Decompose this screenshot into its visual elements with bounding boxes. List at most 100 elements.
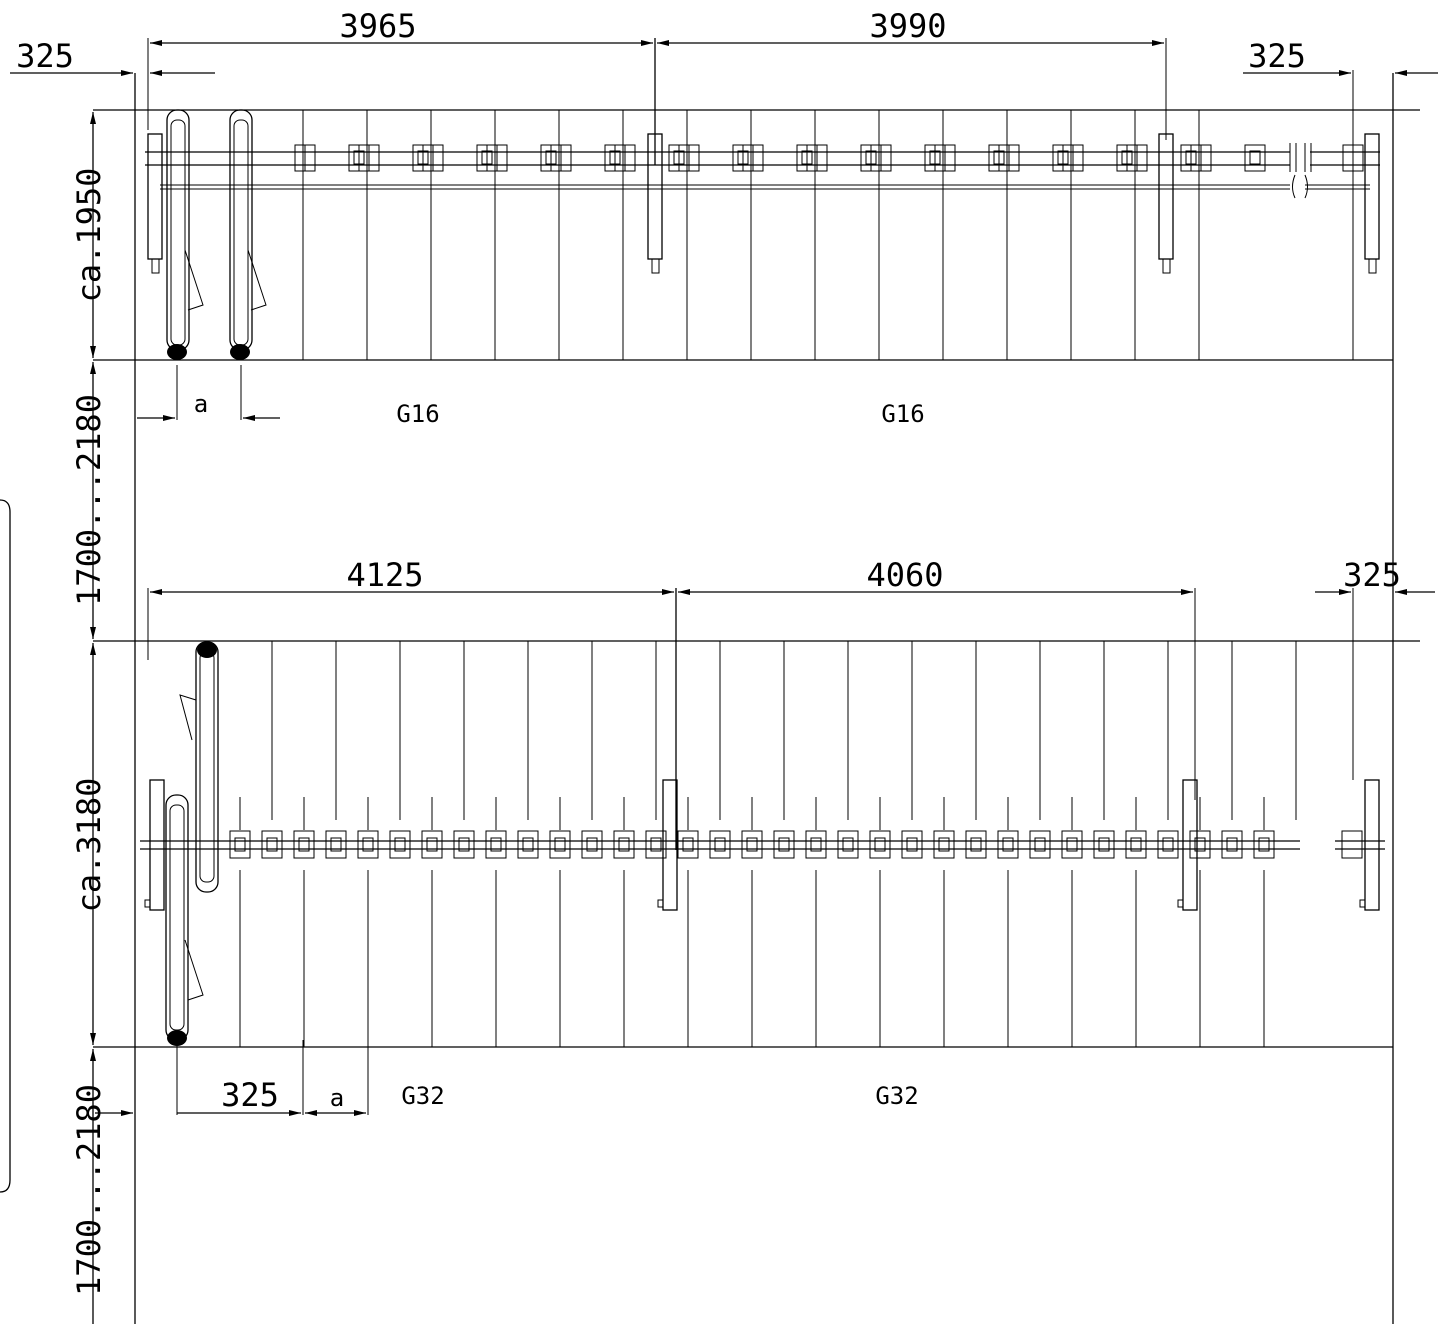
bracket-core xyxy=(746,837,758,852)
panel-edge xyxy=(0,499,11,1193)
post-foot xyxy=(151,258,160,274)
bracket xyxy=(1157,830,1179,859)
depth-label: ca.3180 xyxy=(70,778,108,913)
offset-label: 325 xyxy=(1248,37,1306,75)
bracket xyxy=(965,830,987,859)
width-label: 3965 xyxy=(339,7,416,45)
bracket xyxy=(613,830,635,859)
post xyxy=(1364,133,1380,260)
model-label: G32 xyxy=(875,1082,918,1110)
bike xyxy=(179,641,219,893)
bracket xyxy=(1253,830,1275,859)
bracket xyxy=(325,830,347,859)
bracket xyxy=(869,830,891,859)
bracket-core xyxy=(458,837,470,852)
bracket-core xyxy=(1130,837,1142,852)
bracket xyxy=(517,830,539,859)
bracket-core xyxy=(330,837,342,852)
bracket xyxy=(1189,830,1211,859)
bracket-core xyxy=(586,837,598,852)
bracket xyxy=(709,830,731,859)
post-foot xyxy=(144,899,151,908)
bracket xyxy=(614,144,636,172)
bracket xyxy=(261,830,283,859)
bracket xyxy=(485,830,507,859)
post xyxy=(147,133,163,260)
bracket xyxy=(1125,830,1147,859)
bracket-core xyxy=(810,837,822,852)
post-foot xyxy=(1177,899,1184,908)
bracket xyxy=(229,830,251,859)
bracket xyxy=(1061,830,1083,859)
offset-label: 325 xyxy=(16,37,74,75)
bracket xyxy=(581,830,603,859)
post-foot xyxy=(1368,258,1377,274)
bracket-core xyxy=(1249,150,1261,165)
offset-label: 325 xyxy=(221,1076,279,1114)
bracket xyxy=(805,830,827,859)
bracket xyxy=(389,830,411,859)
post xyxy=(149,779,165,911)
bracket xyxy=(1341,830,1363,859)
post xyxy=(1182,779,1198,911)
bracket xyxy=(742,144,764,172)
bracket xyxy=(453,830,475,859)
bracket-core xyxy=(682,837,694,852)
aisle-label: 1700...2180 xyxy=(70,394,108,606)
bracket-core xyxy=(842,837,854,852)
bike xyxy=(229,109,267,360)
bracket-core xyxy=(394,837,406,852)
post xyxy=(1364,779,1380,911)
bracket-core xyxy=(490,837,502,852)
bracket xyxy=(357,830,379,859)
bracket-core xyxy=(650,837,662,852)
bracket-core xyxy=(522,837,534,852)
bracket xyxy=(1093,830,1115,859)
bracket xyxy=(677,830,699,859)
depth-label: ca.1950 xyxy=(70,168,108,303)
pitch-label: a xyxy=(330,1084,344,1112)
model-label: G16 xyxy=(396,400,439,428)
post-foot xyxy=(651,258,660,274)
bracket-core xyxy=(554,837,566,852)
post-foot xyxy=(1359,899,1366,908)
model-label: G32 xyxy=(401,1082,444,1110)
bracket-core xyxy=(362,837,374,852)
bracket-core xyxy=(298,837,310,852)
bracket xyxy=(1221,830,1243,859)
bracket xyxy=(1126,144,1148,172)
bracket xyxy=(549,830,571,859)
bracket xyxy=(998,144,1020,172)
bracket xyxy=(486,144,508,172)
bracket-core xyxy=(618,837,630,852)
bracket-core xyxy=(234,837,246,852)
bracket xyxy=(933,830,955,859)
bracket xyxy=(870,144,892,172)
bracket-core xyxy=(1034,837,1046,852)
post-foot xyxy=(657,899,664,908)
bike xyxy=(165,794,204,1046)
bracket xyxy=(1029,830,1051,859)
width-label: 4125 xyxy=(346,556,423,594)
width-label: 3990 xyxy=(869,7,946,45)
width-label: 4060 xyxy=(866,556,943,594)
bracket-core xyxy=(874,837,886,852)
bracket-core xyxy=(778,837,790,852)
bracket xyxy=(741,830,763,859)
bracket-core xyxy=(906,837,918,852)
bracket xyxy=(997,830,1019,859)
bracket xyxy=(358,144,380,172)
post xyxy=(662,779,678,911)
bracket xyxy=(837,830,859,859)
bracket-core xyxy=(1098,837,1110,852)
pitch-label: a xyxy=(194,390,208,418)
post-foot xyxy=(1162,258,1171,274)
bracket xyxy=(293,830,315,859)
post xyxy=(1158,133,1174,260)
bracket-core xyxy=(1162,837,1174,852)
bracket-core xyxy=(938,837,950,852)
bracket xyxy=(645,830,667,859)
bike xyxy=(166,109,204,360)
bracket-core xyxy=(970,837,982,852)
